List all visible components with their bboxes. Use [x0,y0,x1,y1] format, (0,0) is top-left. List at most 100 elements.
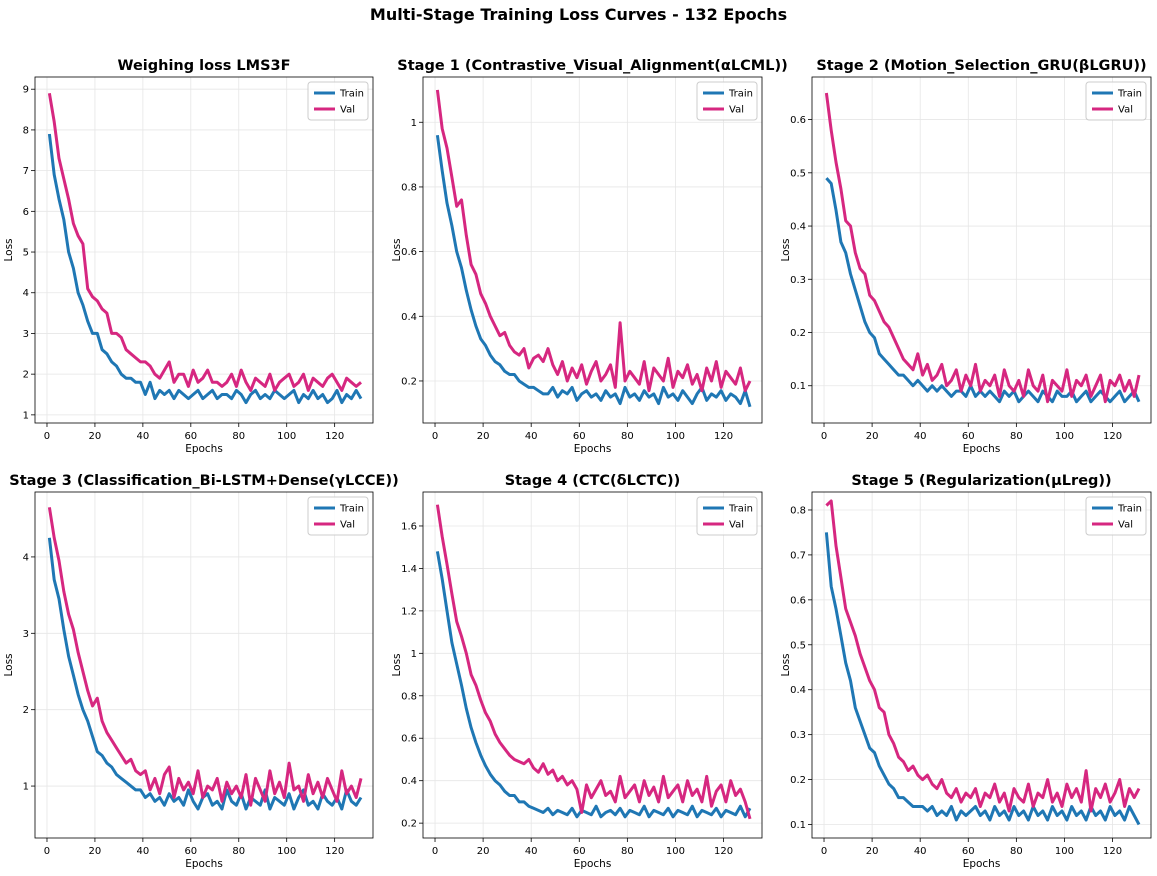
plot-frame [811,76,1152,424]
x-axis-label: Epochs [574,858,612,870]
series-line-val [435,89,752,393]
x-tick-label: 80 [232,846,245,857]
y-axis-label: Loss [780,653,792,676]
x-tick-label: 0 [432,846,438,857]
chart-panel-4: 0 20 40 60 80 100 120 1 2 3 4 Stage 3 (Classificati… [3,473,399,870]
legend-label-val: Val [1118,520,1133,531]
y-tick-label: 0.5 [790,640,806,651]
y-tick-label: 0.3 [790,730,806,741]
legend-label-val: Val [340,105,355,116]
y-tick-label: 0.8 [401,182,417,193]
y-tick-label: 5 [23,248,29,259]
chart-title: Stage 1 (Contrastive_Visual_Alignment(αL… [397,58,787,74]
x-tick-label: 120 [1103,846,1122,857]
series-line-val [47,93,362,392]
chart-panel-5: 0 20 40 60 80 100 120 0.2 0.4 0.6 0.8 1 1.2 1.4 1.6 Sta… [391,473,763,870]
legend-label-train: Train [339,504,364,515]
series-line-val [47,507,363,807]
x-tick-label: 120 [325,846,344,857]
y-axis-label: Loss [3,653,15,676]
x-tick-label: 60 [962,431,975,442]
legend-label-val: Val [729,520,744,531]
legend-label-train: Train [728,504,753,515]
x-tick-label: 60 [184,431,197,442]
y-tick-label: 4 [23,288,29,299]
y-tick-label: 3 [23,629,29,640]
series-line-train [825,177,1141,404]
x-tick-label: 120 [325,431,344,442]
x-axis-label: Epochs [574,443,612,455]
x-tick-label: 120 [1103,431,1122,442]
y-tick-label: 1.4 [401,564,417,575]
y-tick-label: 0.2 [790,775,806,786]
x-tick-label: 80 [232,431,245,442]
chart-panel-1: 0 20 40 60 80 100 120 1 2 3 4 5 6 7 8 9 Weighing loss LM… [3,58,374,455]
series-line-val [435,504,752,820]
y-tick-label: 0.2 [790,328,806,339]
y-axis-label: Loss [391,653,403,676]
x-tick-label: 20 [477,431,490,442]
x-tick-label: 20 [866,846,879,857]
y-tick-label: 0.2 [401,819,417,830]
y-tick-label: 0.7 [790,550,806,561]
x-tick-label: 40 [137,431,150,442]
legend: Train Val [1085,81,1147,121]
x-tick-label: 40 [137,846,150,857]
y-tick-label: 1 [23,782,29,793]
y-tick-label: 8 [23,125,29,136]
x-tick-label: 60 [962,846,975,857]
y-tick-label: 0.1 [790,820,806,831]
plot-frame [34,491,374,839]
x-tick-label: 100 [277,431,296,442]
chart-title: Weighing loss LMS3F [117,58,290,74]
y-tick-label: 1.6 [401,521,417,532]
legend: Train Val [1085,496,1147,536]
y-tick-label: 0.5 [790,168,806,179]
series-line-train [435,134,752,408]
x-tick-label: 0 [44,846,50,857]
y-axis-label: Loss [3,238,15,261]
legend-label-val: Val [729,105,744,116]
x-axis-label: Epochs [185,443,223,455]
y-tick-label: 0.8 [401,691,417,702]
x-tick-label: 100 [666,846,685,857]
series-line-train [47,133,363,405]
legend: Train Val [307,496,369,536]
x-tick-label: 120 [714,431,733,442]
x-tick-label: 0 [432,431,438,442]
y-tick-label: 0.4 [401,776,417,787]
legend: Train Val [307,81,369,121]
y-tick-label: 9 [23,85,29,96]
y-tick-label: 0.4 [790,222,806,233]
x-tick-label: 40 [525,846,538,857]
y-tick-label: 0.2 [401,376,417,387]
y-tick-label: 1 [411,649,417,660]
x-tick-label: 100 [1055,846,1074,857]
y-axis-label: Loss [391,238,403,261]
series-line-val [825,499,1141,813]
chart-panel-3: 0 20 40 60 80 100 120 0.1 0.2 0.3 0.4 0.5 0.6 Stage 2… [780,58,1152,455]
y-tick-label: 0.1 [790,381,806,392]
figure-title: Multi-Stage Training Loss Curves - 132 E… [369,5,788,24]
y-tick-label: 0.6 [401,247,417,258]
x-tick-label: 40 [914,846,927,857]
legend-label-train: Train [1117,89,1142,100]
x-tick-label: 0 [821,846,827,857]
y-tick-label: 0.6 [401,734,417,745]
x-tick-label: 60 [573,846,586,857]
legend-label-val: Val [340,520,355,531]
series-line-train [435,551,752,819]
x-tick-label: 80 [621,431,634,442]
series-line-train [47,537,363,811]
legend-label-train: Train [339,89,364,100]
y-tick-label: 3 [23,329,29,340]
x-tick-label: 80 [1010,431,1023,442]
y-tick-label: 0.3 [790,275,806,286]
x-tick-label: 20 [866,431,879,442]
plot-frame [34,76,374,424]
y-tick-label: 1 [23,410,29,421]
y-axis-label: Loss [780,238,792,261]
plot-frame [422,76,763,424]
legend-label-train: Train [728,89,753,100]
